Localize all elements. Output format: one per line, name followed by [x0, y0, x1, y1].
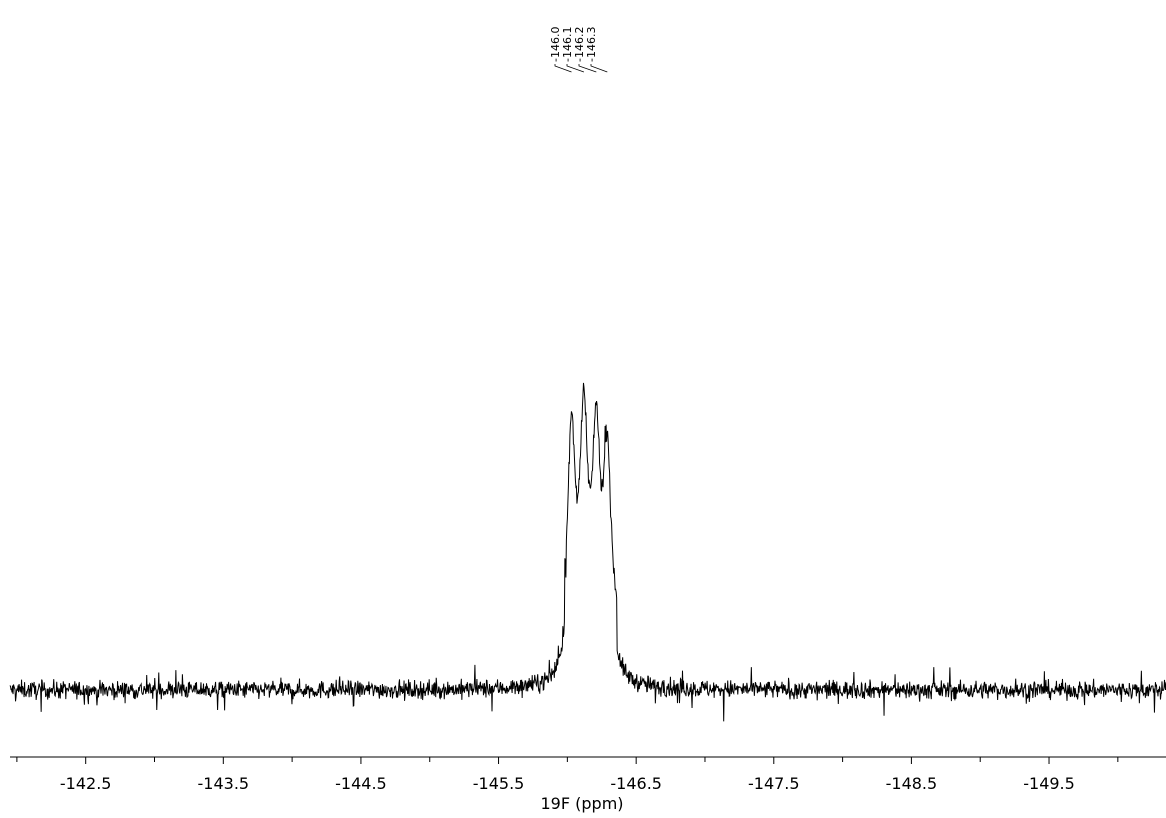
peak-label: -146.3: [585, 27, 598, 62]
peak-leader-line: [578, 64, 597, 73]
x-tick-label: -142.5: [60, 774, 112, 793]
peak-label: -146.0: [549, 27, 562, 62]
peak-leader-line: [554, 64, 572, 73]
x-tick-label: -143.5: [198, 774, 250, 793]
x-tick-label: -148.5: [886, 774, 938, 793]
x-tick-label: -145.5: [473, 774, 525, 793]
x-tick-label: -149.5: [1023, 774, 1075, 793]
spectrum-line: [9, 382, 1166, 722]
peak-label-group: -146.0 -146.1 -146.2 -146.3: [549, 27, 608, 73]
x-tick-label: -146.5: [610, 774, 662, 793]
x-tick-label: -144.5: [335, 774, 387, 793]
peak-label: -146.1: [561, 27, 574, 62]
peak-leader-line: [590, 64, 608, 73]
peak-label: -146.2: [573, 27, 586, 62]
x-axis-ticks: -142.5 -143.5 -144.5 -145.5 -146.5 -147.5 -148…: [16, 757, 1119, 793]
peak-leader-line: [566, 64, 585, 73]
x-tick-label: -147.5: [748, 774, 800, 793]
x-axis-title: 19F (ppm): [540, 794, 623, 813]
